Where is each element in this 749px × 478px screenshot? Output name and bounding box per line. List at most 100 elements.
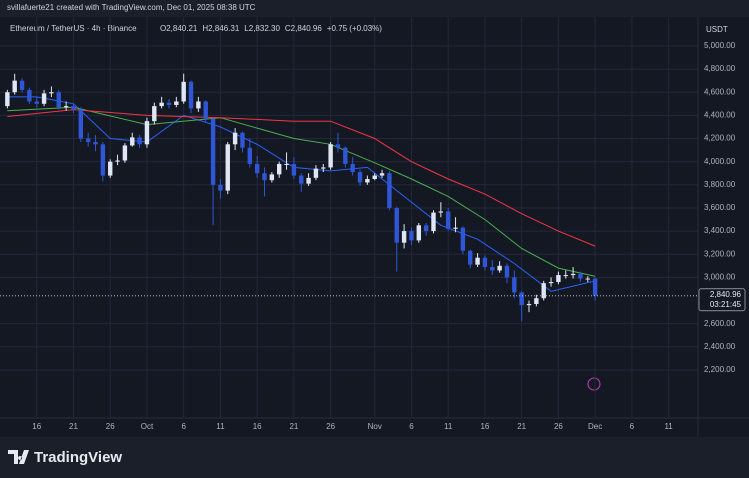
candle-body — [570, 273, 576, 276]
candle-body — [313, 168, 319, 178]
x-tick-label: 11 — [444, 422, 453, 431]
candle-body — [379, 173, 385, 176]
x-tick-label: 21 — [289, 422, 298, 431]
series — [5, 73, 598, 322]
candle-body — [482, 257, 488, 267]
candle-body — [56, 92, 61, 108]
ohlc-value: H2,846.31 — [202, 24, 239, 33]
x-tick-label: 16 — [253, 422, 262, 431]
candle-body — [556, 275, 561, 283]
candle-body — [49, 92, 54, 94]
candle-body — [438, 211, 444, 213]
alert-icon[interactable] — [587, 377, 601, 391]
x-tick-label: Nov — [368, 422, 382, 431]
candle-body — [108, 161, 113, 176]
candle-body — [174, 101, 179, 105]
candle-body — [563, 275, 568, 277]
candle-body — [343, 147, 348, 164]
y-tick-label: 2,600.00 — [704, 319, 736, 328]
x-tick-label: Oct — [141, 422, 154, 431]
candle-body — [460, 227, 466, 251]
candle-body — [247, 147, 253, 164]
y-tick-label: 5,000.00 — [704, 41, 736, 50]
countdown: 03:21:45 — [710, 300, 742, 309]
candle-body — [218, 184, 223, 191]
candle-body — [5, 92, 10, 107]
y-tick-label: 3,000.00 — [704, 272, 736, 281]
y-tick-label: 4,600.00 — [704, 87, 736, 96]
candle-body — [578, 273, 583, 279]
x-tick-label: 11 — [216, 422, 225, 431]
candle-body — [188, 81, 194, 109]
y-tick-label: 3,200.00 — [704, 249, 736, 258]
candle-body — [431, 212, 436, 232]
candle-body — [196, 101, 201, 109]
price-axis — [698, 17, 749, 418]
candle-body — [159, 102, 164, 107]
candle-body — [254, 163, 260, 174]
unit: USDT — [706, 25, 728, 34]
y-tick-label: 4,400.00 — [704, 110, 736, 119]
candle-body — [387, 173, 392, 208]
candle-body — [225, 144, 230, 191]
ohlc-value: C2,840.96 — [285, 24, 322, 33]
candle-body — [445, 211, 451, 229]
candle-body — [85, 138, 91, 142]
candle-body — [291, 163, 297, 176]
y-tick-label: 3,600.00 — [704, 203, 736, 212]
x-tick-label: 6 — [409, 422, 414, 431]
candle-body — [269, 174, 275, 181]
brand: TradingView — [34, 449, 122, 466]
ohlc-value: +0.75 (+0.03%) — [327, 24, 382, 33]
x-tick-label: 11 — [664, 422, 673, 431]
time-axis — [0, 418, 749, 437]
candle-body — [152, 106, 157, 122]
x-tick-label: 21 — [517, 422, 526, 431]
candle-body — [306, 177, 311, 184]
x-tick-label: 6 — [630, 422, 635, 431]
candle-body — [453, 227, 458, 229]
brand-logo: TradingView — [8, 449, 122, 466]
candle-body — [512, 277, 517, 293]
candle-body — [401, 231, 407, 243]
candle-body — [137, 137, 142, 145]
grid — [0, 17, 698, 418]
candle-body — [63, 106, 69, 108]
candle-body — [409, 231, 414, 241]
candle-body — [115, 160, 120, 162]
candle-body — [240, 132, 245, 148]
candle-body — [299, 175, 304, 184]
candle-body — [541, 283, 546, 299]
x-tick-label: 26 — [554, 422, 563, 431]
candle-body — [585, 278, 590, 280]
candle-body — [284, 163, 289, 165]
candle-body — [519, 292, 524, 306]
candle-body — [78, 109, 84, 139]
candle-body — [548, 282, 554, 284]
candle-body — [328, 144, 333, 168]
y-tick-label: 4,200.00 — [704, 134, 736, 143]
x-tick-label: 16 — [480, 422, 489, 431]
x-tick-label: 16 — [32, 422, 41, 431]
x-tick-label: 26 — [106, 422, 115, 431]
x-tick-label: 26 — [326, 422, 335, 431]
x-tick-label: Dec — [588, 422, 602, 431]
y-tick-label: 4,000.00 — [704, 157, 736, 166]
x-tick-label: 6 — [181, 422, 186, 431]
candle-body — [394, 207, 399, 243]
candle-body — [526, 304, 532, 306]
y-tick-label: 2,400.00 — [704, 342, 736, 351]
ohlc-value: O2,840.21 — [160, 24, 198, 33]
candle-body — [490, 266, 495, 271]
candle-body — [372, 175, 377, 180]
x-tick-label: 21 — [69, 422, 78, 431]
candle-body — [592, 278, 598, 296]
y-tick-label: 4,800.00 — [704, 64, 736, 73]
plot-area — [0, 17, 698, 418]
candle-body — [34, 101, 39, 104]
candle-body — [41, 93, 47, 104]
y-tick-label: 2,200.00 — [704, 365, 736, 374]
logo-icon — [8, 450, 29, 464]
candle-body — [122, 145, 128, 161]
